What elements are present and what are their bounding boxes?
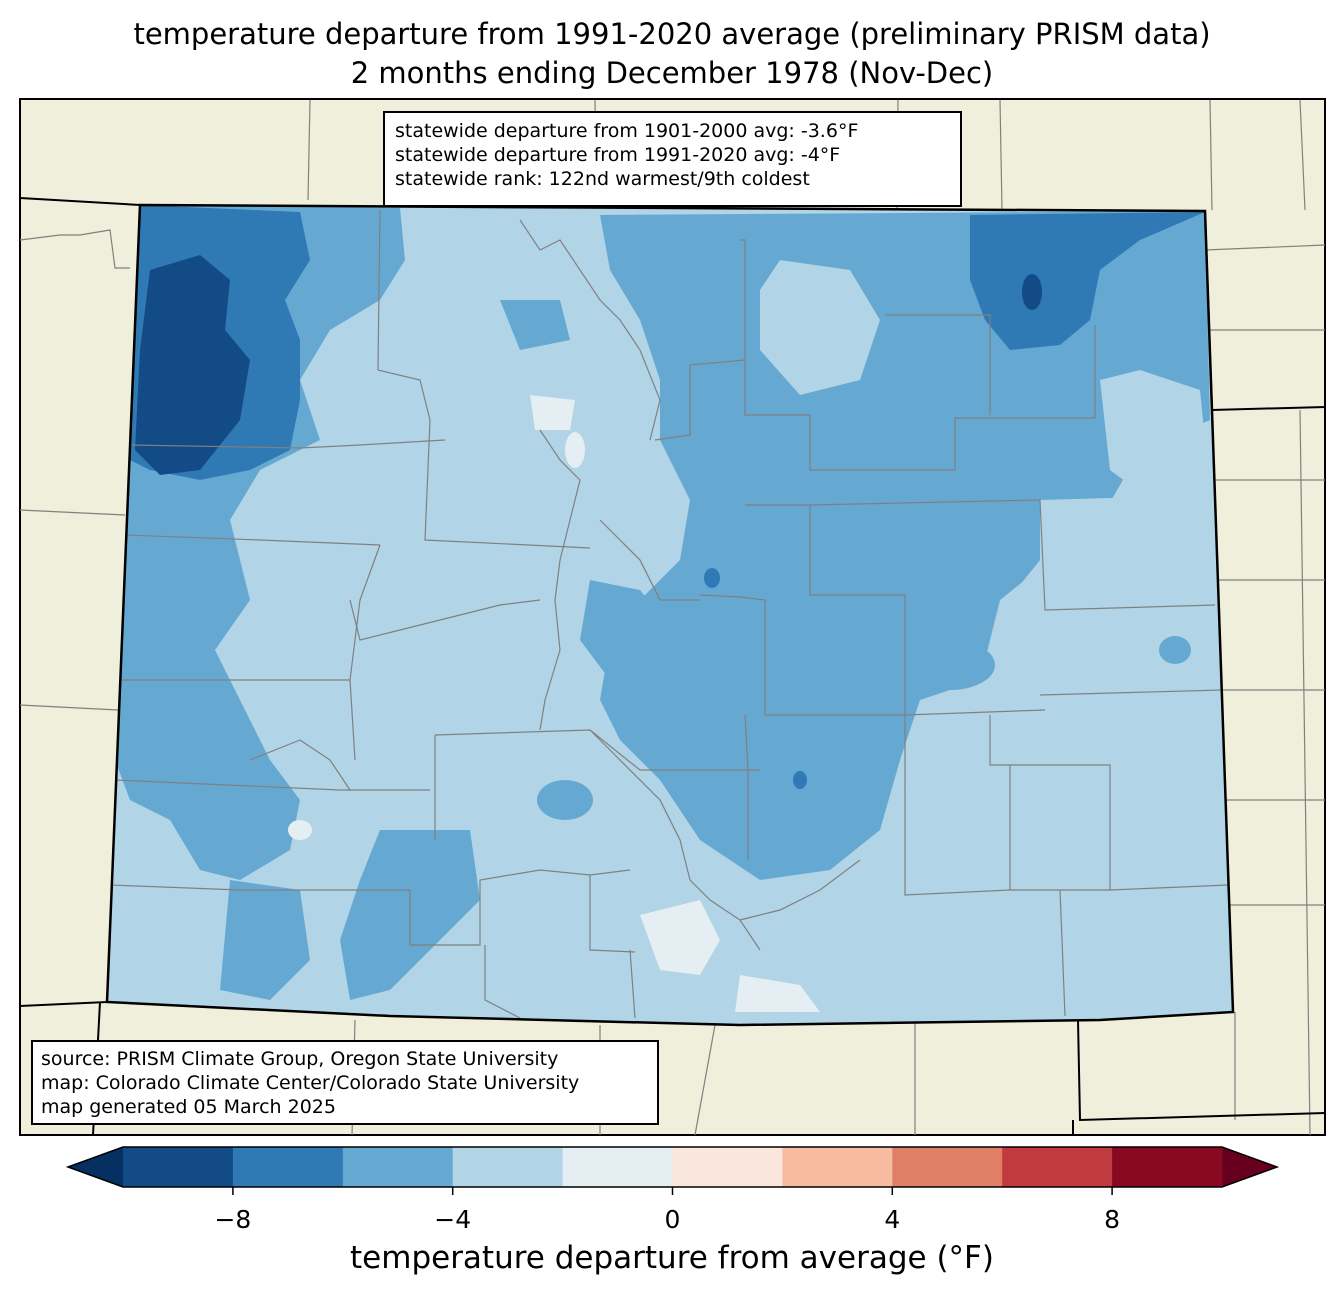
anomaly-region (530, 395, 575, 430)
source-line: source: PRISM Climate Group, Oregon Stat… (41, 1048, 559, 1070)
colorbar-bin (562, 1147, 673, 1187)
colorbar-bin (1002, 1147, 1113, 1187)
stats-departure-1991-2020: statewide departure from 1991-2020 avg: … (395, 144, 841, 166)
colorbar-tick-label: 0 (664, 1205, 681, 1234)
map-credit-line: map: Colorado Climate Center/Colorado St… (41, 1072, 580, 1094)
colorbar-under-arrow (68, 1147, 123, 1187)
colorbar-tick-label: −4 (434, 1205, 472, 1234)
colorbar-bin (123, 1147, 234, 1187)
map-title-line2: 2 months ending December 1978 (Nov-Dec) (350, 56, 994, 90)
colorbar-bin (452, 1147, 564, 1187)
anomaly-region (600, 211, 1210, 880)
colorbar-bin (1112, 1147, 1223, 1187)
anomaly-region (565, 432, 585, 468)
source-box: source: PRISM Climate Group, Oregon Stat… (31, 1040, 659, 1125)
generated-date-line: map generated 05 March 2025 (41, 1096, 336, 1118)
map-title-line1: temperature departure from 1991-2020 ave… (133, 17, 1211, 51)
colorado-county-lines (109, 209, 1229, 1019)
anomaly-region (537, 780, 593, 820)
colorbar-tick-label: 8 (1104, 1205, 1121, 1234)
colorbar-bin (672, 1147, 783, 1187)
anomaly-region (760, 260, 880, 395)
anomaly-region (220, 880, 310, 1000)
anomaly-region (1159, 636, 1191, 664)
anomaly-region (500, 300, 570, 350)
colorbar-bin (892, 1147, 1003, 1187)
anomaly-region (830, 495, 1228, 1012)
colorbar-label: temperature departure from average (°F) (350, 1240, 994, 1276)
anomaly-region (135, 255, 250, 475)
anomaly-region (905, 640, 995, 690)
colorbar-bin (232, 1147, 344, 1187)
anomaly-region (1100, 370, 1208, 500)
stats-departure-1901-2000: statewide departure from 1901-2000 avg: … (395, 120, 859, 142)
anomaly-region (640, 900, 720, 975)
anomaly-region (970, 212, 1205, 350)
stats-rank: statewide rank: 122nd warmest/9th coldes… (395, 168, 810, 190)
anomaly-region (735, 975, 820, 1012)
temperature-field (107, 205, 1233, 1025)
anomaly-region (288, 820, 312, 840)
colorbar-tick-label: −8 (214, 1205, 252, 1234)
statewide-stats-box: statewide departure from 1901-2000 avg: … (383, 111, 962, 207)
colorbar-over-arrow (1222, 1147, 1277, 1187)
colorado-border (105, 203, 1235, 1027)
anomaly-region (580, 580, 680, 690)
anomaly-region (704, 568, 720, 588)
colorbar-bin (342, 1147, 454, 1187)
anomaly-region (1022, 274, 1042, 310)
colorbar-tick-label: 4 (884, 1205, 901, 1234)
anomaly-region (793, 771, 807, 789)
colorbar-outline (65, 1146, 1280, 1188)
colorbar-bin (782, 1147, 893, 1187)
